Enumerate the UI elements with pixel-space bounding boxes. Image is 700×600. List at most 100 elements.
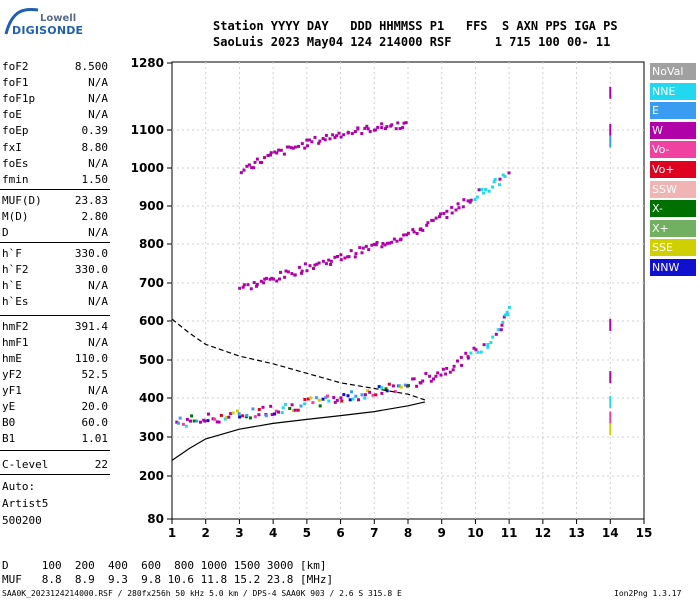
data-point [223,417,227,421]
data-point [245,413,249,417]
param-row-hme: hmE 110.0 [2,352,108,368]
param-value: N/A [88,108,108,121]
legend-item-vo-: Vo- [650,141,696,159]
param-row-c-level: C-level 22 [2,458,108,474]
data-point [290,272,294,276]
data-point [252,281,256,285]
data-point [321,259,325,263]
x-tick-label: 2 [202,526,210,540]
param-row-foes: foEs N/A [2,157,108,173]
data-point [394,127,398,131]
data-point [405,233,409,237]
data-point [189,419,192,423]
y-tick-label: 800 [139,237,164,251]
data-point [324,395,328,399]
data-point [253,415,257,419]
data-point [507,171,511,175]
param-name: B0 [2,416,16,429]
data-point [373,128,377,132]
param-separator [0,189,110,190]
data-point [346,130,350,134]
data-point [381,242,385,245]
x-tick-label: 7 [370,526,378,540]
data-point [367,248,371,252]
data-point [371,393,375,397]
data-point [363,126,367,130]
param-name: B1 [2,432,16,445]
y-tick-label: 1100 [131,123,164,137]
data-point [351,397,355,401]
data-point [342,393,346,397]
data-point [270,276,274,280]
data-point [609,411,612,424]
data-point [442,212,446,215]
data-point [424,372,428,375]
data-point [609,423,612,436]
data-point [293,273,297,277]
x-tick-label: 10 [467,526,484,540]
data-point [275,151,279,155]
param-row-fof1p: foF1p N/A [2,92,108,108]
data-point [434,216,438,220]
data-point [464,351,468,355]
data-point [339,396,343,400]
data-point [332,396,336,399]
param-row-h-es: h`Es N/A [2,295,108,311]
data-point [364,244,368,248]
data-point [199,420,202,424]
y-tick-label: 700 [139,276,164,290]
muf-row: MUF 8.8 8.9 9.3 9.8 10.6 11.8 15.2 23.8 … [2,573,334,586]
data-point [392,237,396,241]
data-point [502,315,506,319]
data-point [360,393,364,397]
data-point [456,202,460,206]
data-point [252,166,256,170]
data-point [385,389,389,393]
data-point [308,138,311,142]
data-point [219,413,223,417]
param-name: M(D) [2,210,29,223]
data-point [450,205,454,209]
data-point [384,387,388,391]
data-point [331,133,335,137]
data-point [308,264,312,268]
data-point [503,313,507,317]
data-point [428,374,432,378]
header-values: SaoLuis 2023 May04 124 214000 RSF 1 715 … [213,35,611,49]
param-name: foE [2,108,22,121]
data-point [452,364,456,368]
data-point [342,133,346,137]
data-point [466,199,470,203]
data-point [348,398,352,402]
data-point [609,318,612,331]
data-point [296,408,300,412]
data-point [313,135,317,139]
param-separator [0,315,110,316]
data-point [329,263,333,266]
distance-row: D 100 200 400 600 800 1000 1500 3000 [km… [2,559,327,572]
data-point [241,414,245,418]
data-point [486,345,490,349]
data-point [297,144,300,148]
param-row-h-f2: h`F2 330.0 [2,263,108,279]
param-separator [0,450,110,451]
data-point [401,126,405,130]
data-point [439,373,443,377]
param-name: foEp [2,124,29,137]
data-point [473,198,477,202]
data-point [399,237,403,241]
data-point [343,256,347,260]
param-value: 1.01 [81,432,109,445]
data-point [366,389,370,393]
param-row-d: D N/A [2,226,108,242]
header-labels: Station YYYY DAY DDD HHMMSS P1 FFS S AXN… [213,19,618,33]
data-point [255,282,259,286]
data-point [454,208,458,212]
data-point [469,198,473,202]
data-point [315,262,319,266]
param-name: foF1p [2,92,36,105]
data-point [310,140,314,144]
param-row-h-f: h`F 330.0 [2,247,108,263]
data-point [412,230,416,234]
